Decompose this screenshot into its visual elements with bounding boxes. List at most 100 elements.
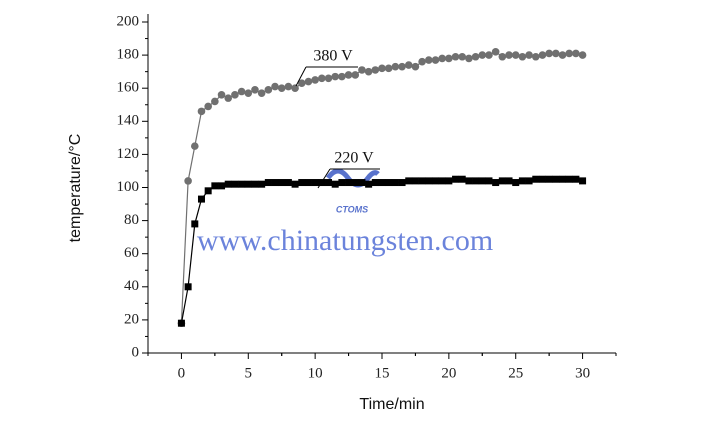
point bbox=[224, 180, 232, 188]
point bbox=[552, 49, 560, 58]
watermark: www.chinatungsten.com bbox=[197, 224, 493, 257]
point bbox=[465, 54, 473, 63]
point bbox=[211, 97, 219, 106]
annotation-leader bbox=[295, 66, 307, 87]
point bbox=[545, 175, 553, 183]
point bbox=[398, 179, 406, 187]
y-tick-label: 200 bbox=[117, 13, 140, 29]
point bbox=[452, 175, 460, 183]
point bbox=[559, 175, 567, 183]
point bbox=[204, 102, 212, 111]
point bbox=[538, 51, 547, 59]
point bbox=[572, 175, 580, 183]
point bbox=[378, 64, 386, 73]
point bbox=[251, 86, 259, 94]
point bbox=[438, 54, 446, 63]
point bbox=[445, 177, 453, 185]
y-tick-label: 80 bbox=[124, 212, 139, 228]
point bbox=[532, 175, 540, 183]
point bbox=[471, 52, 480, 61]
point bbox=[512, 179, 520, 187]
point bbox=[384, 64, 393, 73]
point bbox=[458, 175, 466, 183]
x-axis-label: Time/min bbox=[359, 396, 424, 413]
point bbox=[565, 175, 573, 183]
point bbox=[284, 82, 293, 91]
watermark-logo: CTOMS bbox=[325, 168, 380, 214]
point bbox=[365, 180, 373, 188]
point bbox=[511, 51, 520, 59]
point bbox=[218, 182, 226, 190]
point bbox=[418, 177, 426, 185]
point bbox=[191, 142, 199, 150]
y-tick-label: 20 bbox=[124, 311, 139, 327]
point bbox=[579, 177, 587, 185]
y-tick-label: 0 bbox=[132, 344, 140, 360]
point bbox=[404, 61, 413, 69]
point bbox=[231, 91, 239, 99]
y-tick-label: 160 bbox=[117, 80, 140, 96]
point bbox=[278, 179, 286, 187]
point bbox=[518, 177, 526, 185]
point bbox=[258, 180, 266, 188]
point bbox=[538, 175, 546, 183]
point bbox=[398, 62, 406, 71]
point bbox=[578, 51, 587, 59]
point bbox=[325, 179, 333, 187]
point bbox=[351, 179, 359, 187]
point bbox=[472, 177, 480, 185]
point bbox=[405, 177, 413, 185]
point bbox=[445, 54, 453, 63]
point bbox=[458, 52, 467, 61]
point bbox=[378, 179, 386, 187]
point bbox=[184, 283, 192, 291]
point bbox=[492, 179, 500, 187]
point bbox=[338, 72, 346, 81]
point bbox=[217, 91, 226, 99]
point bbox=[238, 180, 246, 188]
point bbox=[224, 94, 233, 102]
point bbox=[324, 74, 333, 83]
x-tick-label: 0 bbox=[178, 365, 186, 381]
point bbox=[431, 56, 440, 64]
point bbox=[478, 177, 486, 185]
point bbox=[505, 51, 513, 59]
logo-text: CTOMS bbox=[336, 204, 368, 214]
point bbox=[271, 179, 279, 187]
x-tick-label: 10 bbox=[308, 365, 323, 381]
x-tick-label: 15 bbox=[375, 365, 390, 381]
point bbox=[385, 179, 393, 187]
point bbox=[545, 49, 553, 58]
point bbox=[257, 89, 266, 97]
point bbox=[244, 89, 253, 97]
point bbox=[485, 177, 493, 185]
point bbox=[197, 195, 205, 203]
y-tick-label: 60 bbox=[124, 245, 139, 261]
y-tick-label: 180 bbox=[117, 47, 140, 63]
point bbox=[465, 177, 473, 185]
point bbox=[491, 47, 500, 56]
point bbox=[485, 51, 493, 59]
point bbox=[505, 177, 513, 185]
point bbox=[371, 66, 380, 74]
x-tick-label: 30 bbox=[575, 365, 590, 381]
point bbox=[271, 82, 279, 91]
point bbox=[371, 179, 379, 187]
y-tick-label: 120 bbox=[117, 146, 140, 162]
point bbox=[525, 51, 533, 59]
point bbox=[291, 84, 299, 92]
point bbox=[565, 49, 573, 58]
point bbox=[338, 179, 346, 187]
point bbox=[284, 179, 292, 187]
point bbox=[425, 177, 433, 185]
point bbox=[418, 57, 426, 66]
point bbox=[197, 107, 206, 116]
x-tick-label: 5 bbox=[245, 365, 253, 381]
point bbox=[177, 319, 185, 327]
point bbox=[364, 67, 373, 76]
point bbox=[358, 66, 366, 74]
point bbox=[351, 71, 360, 79]
x-tick-label: 25 bbox=[508, 365, 523, 381]
point bbox=[425, 56, 433, 64]
